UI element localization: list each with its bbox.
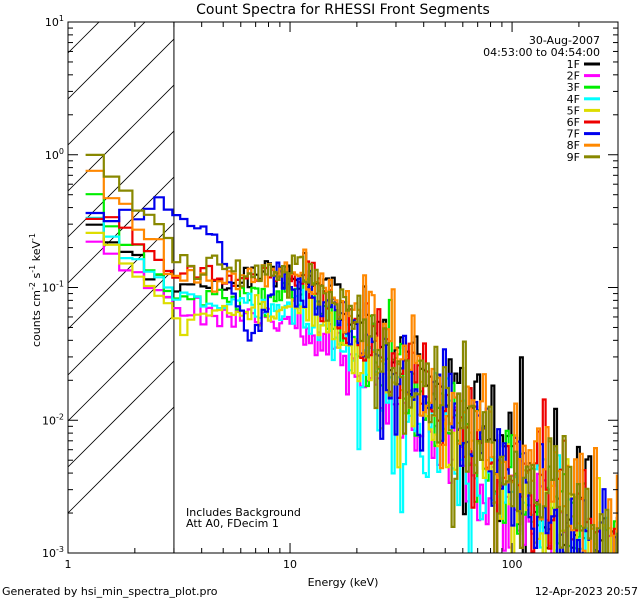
x-tick-label: 10 — [283, 558, 297, 571]
footer-timestamp: 12-Apr-2023 20:57 — [535, 585, 638, 598]
footer-generated: Generated by hsi_min_spectra_plot.pro — [2, 585, 218, 598]
x-tick-labels: 1 10 100 — [65, 558, 523, 571]
legend-label-9f: 9F — [567, 151, 580, 164]
legend-label-5f: 5F — [567, 104, 580, 117]
legend-label-3f: 3F — [567, 81, 580, 94]
hatch-line — [68, 84, 175, 192]
legend-label-4f: 4F — [567, 93, 580, 106]
x-tick-label: 1 — [65, 558, 72, 571]
legend-label-1f: 1F — [567, 58, 580, 71]
x-tick-label: 100 — [502, 558, 523, 571]
y-tick-label: 10-3 — [42, 545, 64, 560]
annotation-background: Includes Background — [186, 506, 301, 519]
hatch-line — [68, 360, 175, 468]
hatch-line — [68, 38, 175, 146]
hatch-line — [68, 314, 175, 422]
hatch-line — [68, 222, 175, 330]
chart-title: Count Spectra for RHESSI Front Segments — [196, 2, 490, 18]
y-tick-label: 10-1 — [42, 280, 64, 295]
legend-label-8f: 8F — [567, 139, 580, 152]
y-tick-label: 100 — [45, 147, 64, 162]
time-range-label: 04:53:00 to 04:54:00 — [483, 46, 600, 59]
hatched-region — [68, 0, 175, 514]
hatch-line — [68, 268, 175, 376]
y-tick-label: 101 — [45, 14, 64, 29]
y-axis-label: counts cm-2 s-1 keV-1 — [28, 233, 43, 347]
legend-label-7f: 7F — [567, 128, 580, 141]
date-label: 30-Aug-2007 — [529, 34, 600, 47]
hatch-line — [68, 0, 174, 7]
hatch-line — [68, 176, 175, 284]
hatch-line — [68, 22, 100, 54]
hatch-line — [68, 22, 146, 100]
y-tick-label: 10-2 — [42, 412, 64, 427]
series-line-4f — [85, 216, 610, 553]
series-line-9f — [85, 153, 618, 553]
legend-label-6f: 6F — [567, 116, 580, 129]
series-group — [85, 153, 618, 553]
series-line-3f — [85, 193, 618, 553]
x-axis-label: Energy (keV) — [308, 576, 379, 589]
axis-ticks — [67, 22, 619, 554]
hatch-line — [68, 406, 175, 514]
y-tick-labels: 10-3 10-2 10-1 100 101 — [42, 14, 64, 560]
annotation-attenuator: Att A0, FDecim 1 — [186, 517, 279, 530]
hatch-line — [68, 130, 175, 238]
legend-label-2f: 2F — [567, 70, 580, 83]
